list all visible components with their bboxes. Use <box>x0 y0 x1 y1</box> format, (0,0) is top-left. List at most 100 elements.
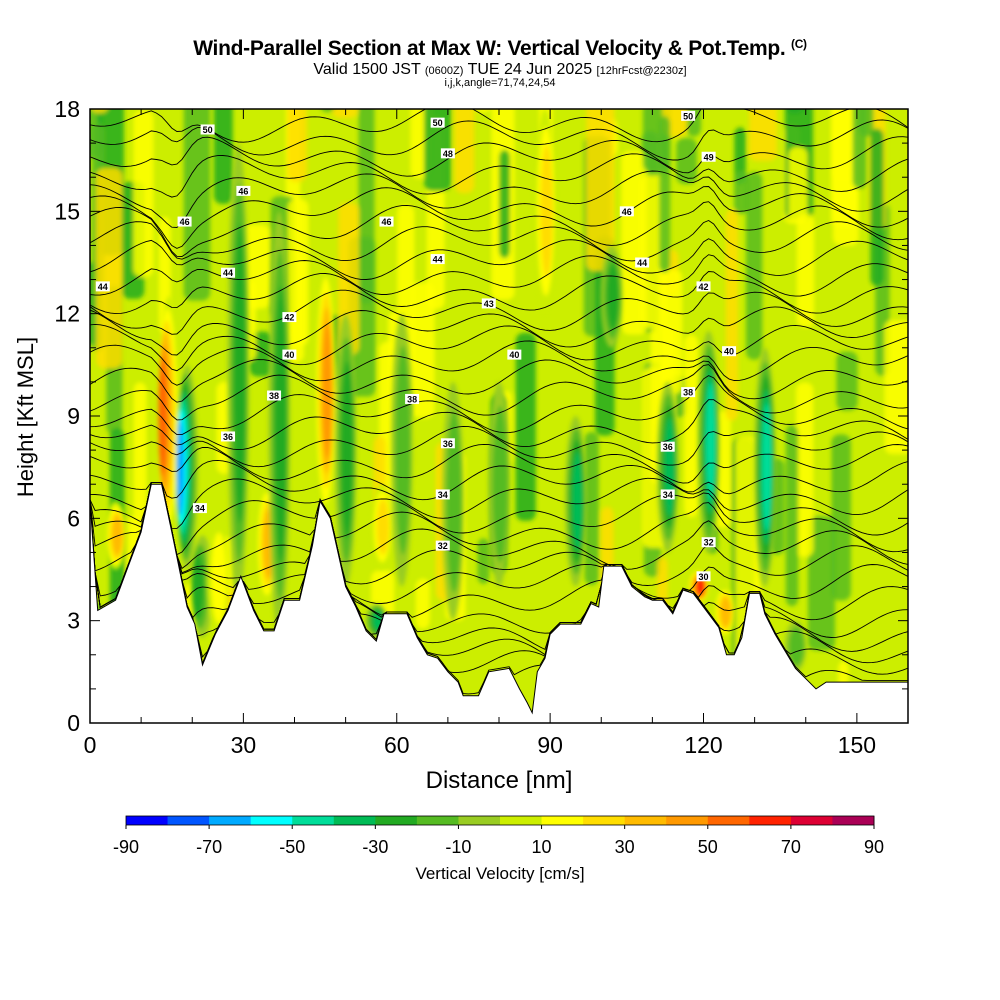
contour-label: 40 <box>282 349 297 360</box>
svg-text:44: 44 <box>637 258 647 268</box>
contour-label: 36 <box>440 438 455 449</box>
colorbar-tick-label: -90 <box>113 837 139 857</box>
colorbar-swatch <box>167 816 210 825</box>
svg-text:43: 43 <box>484 299 494 309</box>
svg-text:40: 40 <box>724 347 734 357</box>
theta-contour-line <box>90 201 908 257</box>
contour-label: 42 <box>696 281 711 292</box>
field-texture-band <box>684 334 699 518</box>
colorbar-swatch <box>707 816 750 825</box>
field-texture-band <box>745 171 763 360</box>
contour-label: 34 <box>192 503 207 514</box>
theta-contour-line <box>90 399 908 451</box>
y-tick-label: 6 <box>67 505 80 531</box>
velocity-core <box>176 418 185 516</box>
colorbar-tick-label: 30 <box>615 837 635 857</box>
colorbar-swatch <box>333 816 376 825</box>
svg-text:46: 46 <box>622 207 632 217</box>
theta-contour-line <box>90 109 908 143</box>
y-tick-label: 18 <box>54 96 80 122</box>
field-texture-band <box>734 127 746 185</box>
field-texture-band <box>96 168 123 369</box>
contour-label: 46 <box>236 185 251 196</box>
svg-text:34: 34 <box>663 490 673 500</box>
y-tick-label: 3 <box>67 608 80 634</box>
svg-text:50: 50 <box>203 125 213 135</box>
theta-contour-line <box>90 289 908 335</box>
velocity-core <box>211 532 227 624</box>
theta-contour-line <box>90 482 908 570</box>
field-texture-band <box>476 109 490 113</box>
field-texture-band <box>621 151 647 335</box>
contour-label: 38 <box>681 387 696 398</box>
svg-text:36: 36 <box>223 432 233 442</box>
field-texture-band <box>515 332 536 521</box>
x-tick-label: 120 <box>684 732 722 758</box>
theta-contour-line <box>90 364 908 421</box>
contour-label: 42 <box>282 312 297 323</box>
contour-label: 30 <box>696 571 711 582</box>
svg-text:44: 44 <box>223 268 233 278</box>
colorbar-swatch <box>209 816 252 825</box>
colorbar-tick-label: -50 <box>279 837 305 857</box>
x-tick-label: 150 <box>838 732 876 758</box>
theta-contour-line <box>90 443 908 484</box>
theta-contour-line <box>90 375 908 436</box>
velocity-core <box>664 417 675 517</box>
theta-contour-line <box>90 136 908 177</box>
theta-contour-line <box>90 482 908 574</box>
svg-text:34: 34 <box>438 490 448 500</box>
x-tick-label: 0 <box>84 732 97 758</box>
contour-label: 43 <box>481 298 496 309</box>
colorbar-tick-label: -10 <box>445 837 471 857</box>
theta-contour-line <box>90 219 908 262</box>
field-texture-band <box>424 109 452 192</box>
svg-text:42: 42 <box>284 313 294 323</box>
svg-text:40: 40 <box>284 350 294 360</box>
colorbar-tick-label: -30 <box>362 837 388 857</box>
y-axis-label: Height [Kft MSL] <box>13 336 38 498</box>
velocity-core <box>376 499 390 555</box>
theta-contour-line <box>90 482 908 638</box>
velocity-core <box>572 451 583 551</box>
velocity-core <box>492 405 508 563</box>
velocity-core <box>274 285 287 564</box>
colorbar-swatch <box>250 816 293 825</box>
theta-contour-line <box>90 306 908 356</box>
field-texture-band <box>91 109 108 114</box>
svg-text:38: 38 <box>683 388 693 398</box>
field-texture-band <box>733 171 748 215</box>
colorbar-tick-label: 50 <box>698 837 718 857</box>
colorbar-swatch <box>832 816 875 825</box>
field-texture-band <box>659 116 671 273</box>
colorbar-frame <box>125 815 875 826</box>
theta-contour-line <box>90 482 908 556</box>
field-texture-band <box>836 351 858 411</box>
svg-text:38: 38 <box>269 391 279 401</box>
terrain-profile <box>90 483 908 723</box>
contour-label: 34 <box>660 489 675 500</box>
field-features <box>104 109 807 672</box>
theta-contour-line <box>90 482 908 652</box>
contour-label: 40 <box>722 346 737 357</box>
contour-label: 38 <box>267 390 282 401</box>
svg-text:40: 40 <box>509 350 519 360</box>
velocity-core <box>158 356 167 476</box>
theta-contour-line <box>90 359 908 403</box>
svg-text:32: 32 <box>438 541 448 551</box>
velocity-core <box>788 626 805 666</box>
theta-contour-line <box>90 186 908 249</box>
svg-text:36: 36 <box>443 439 453 449</box>
svg-text:46: 46 <box>238 186 248 196</box>
contour-label: 44 <box>635 257 650 268</box>
contour-label: 46 <box>177 216 192 227</box>
contour-label: 46 <box>619 206 634 217</box>
field-texture-band <box>584 431 599 585</box>
theta-contour-line <box>90 482 908 604</box>
contour-label: 36 <box>660 441 675 452</box>
svg-text:36: 36 <box>663 442 673 452</box>
field-texture-band <box>831 434 851 601</box>
contour-label: 38 <box>405 393 420 404</box>
colorbar-tick-label: -70 <box>196 837 222 857</box>
svg-text:49: 49 <box>704 152 714 162</box>
